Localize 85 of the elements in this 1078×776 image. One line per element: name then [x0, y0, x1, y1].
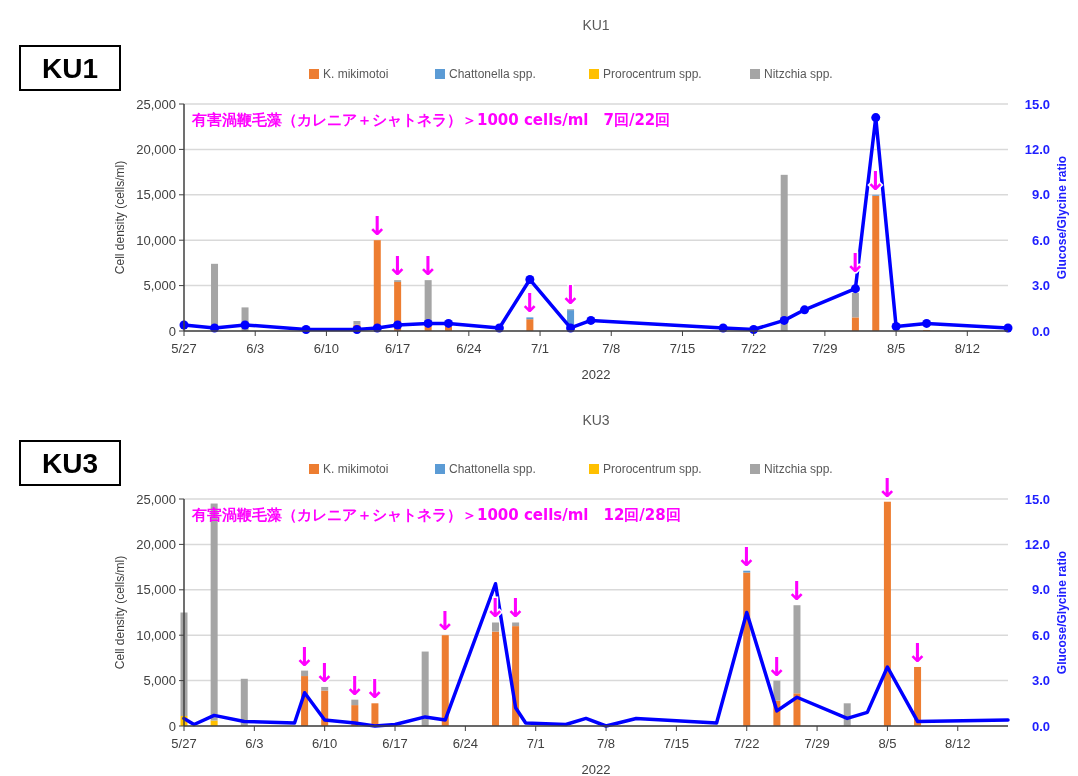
x-tick-label: 6/24: [452, 736, 479, 751]
y-tick-label: 15,000: [136, 582, 176, 598]
x-tick-label: 7/8: [597, 736, 616, 751]
legend-label: K. mikimotoi: [323, 462, 389, 477]
x-tick-label: 8/12: [954, 341, 980, 356]
x-tick-label: 8/5: [878, 736, 897, 751]
y2-tick-label: 0.0: [1031, 323, 1050, 339]
x-tick-label: 8/12: [945, 736, 971, 751]
x-axis-title: 2022: [581, 762, 611, 776]
legend-label: K. mikimotoi: [323, 67, 389, 82]
annotation: 有害渦鞭毛藻（カレニア＋シャトネラ）＞1000 cells/ml 12回/28回: [191, 506, 681, 525]
x-tick-label: 7/29: [812, 341, 838, 356]
y-tick-label: 0: [168, 718, 176, 734]
y2-tick-label: 0.0: [1031, 718, 1050, 734]
y-axis-title: Cell density (cells/ml): [113, 160, 127, 275]
y2-tick-label: 9.0: [1031, 187, 1050, 203]
x-tick-label: 6/3: [246, 341, 265, 356]
x-axis-title: 2022: [581, 367, 611, 382]
x-tick-label: 6/3: [245, 736, 264, 751]
y2-tick-label: 9.0: [1031, 582, 1050, 598]
x-tick-label: 7/1: [531, 341, 550, 356]
x-tick-label: 6/17: [384, 341, 411, 356]
x-tick-label: 6/10: [313, 341, 340, 356]
y-tick-label: 0: [168, 323, 176, 339]
x-tick-label: 7/1: [526, 736, 545, 751]
annotation: ↓: [434, 606, 457, 637]
y2-tick-label: 15.0: [1024, 491, 1050, 507]
annotation: ↓: [786, 576, 808, 607]
x-tick-label: 7/29: [804, 736, 830, 751]
y2-tick-label: 15.0: [1024, 96, 1050, 112]
x-tick-label: 7/8: [602, 341, 621, 356]
annotation: ↓: [518, 288, 541, 319]
chart-title: KU1: [582, 17, 610, 33]
y-tick-label: 10,000: [136, 232, 176, 248]
x-tick-label: 7/15: [663, 736, 690, 751]
annotation: ↓: [906, 637, 929, 668]
chart-title: KU3: [582, 412, 610, 428]
y2-tick-label: 12.0: [1024, 141, 1050, 157]
legend-label: Nitzchia spp.: [764, 462, 833, 477]
legend-label: Prorocentrum spp.: [603, 67, 702, 82]
y2-tick-label: 3.0: [1031, 673, 1050, 689]
x-tick-label: 5/27: [171, 736, 197, 751]
y2-tick-label: 6.0: [1031, 627, 1050, 643]
y-axis-title: Cell density (cells/ml): [113, 555, 127, 670]
x-tick-label: 7/15: [669, 341, 696, 356]
annotation: ↓: [504, 593, 527, 624]
annotation: ↓: [366, 211, 389, 242]
y2-axis-title: Glucose/Glycine ratio: [1055, 155, 1069, 280]
x-tick-label: 8/5: [887, 341, 906, 356]
x-tick-label: 6/24: [456, 341, 482, 356]
annotation: ↓: [364, 674, 386, 705]
x-tick-label: 5/27: [171, 341, 197, 356]
legend-label: Chattonella spp.: [449, 67, 536, 82]
annotation: ↓: [313, 657, 336, 688]
y-tick-label: 5,000: [143, 673, 176, 689]
x-tick-label: 6/10: [312, 736, 338, 751]
annotation: ↓: [293, 641, 316, 672]
y-tick-label: 15,000: [136, 187, 176, 203]
x-tick-label: 7/22: [734, 736, 760, 751]
legend-label: Chattonella spp.: [449, 462, 536, 477]
y-tick-label: 5,000: [143, 278, 176, 294]
annotation: ↓: [876, 472, 899, 503]
annotation: ↓: [559, 280, 582, 311]
y2-tick-label: 3.0: [1031, 278, 1050, 294]
legend-label: Prorocentrum spp.: [603, 462, 702, 477]
y-tick-label: 20,000: [136, 536, 176, 552]
y2-axis-title: Glucose/Glycine ratio: [1055, 550, 1069, 675]
legend-label: Nitzchia spp.: [764, 67, 833, 82]
x-tick-label: 7/22: [741, 341, 767, 356]
annotation: ↓: [386, 251, 409, 282]
y-tick-label: 10,000: [136, 627, 176, 643]
y-tick-label: 25,000: [136, 96, 176, 112]
text: KU1: [41, 52, 99, 84]
y-tick-label: 20,000: [136, 141, 176, 157]
annotation: ↓: [343, 670, 366, 701]
annotation: ↓: [735, 541, 758, 572]
annotation: ↓: [417, 251, 440, 282]
annotation: ↓: [765, 651, 788, 682]
y-tick-label: 25,000: [136, 491, 176, 507]
x-tick-label: 6/17: [382, 736, 408, 751]
text: KU3: [41, 447, 99, 479]
annotation: 有害渦鞭毛藻（カレニア＋シャトネラ）＞1000 cells/ml 7回/22回: [191, 111, 671, 130]
y2-tick-label: 12.0: [1024, 536, 1050, 552]
annotation: ↓: [864, 165, 887, 196]
y2-tick-label: 6.0: [1031, 232, 1050, 248]
